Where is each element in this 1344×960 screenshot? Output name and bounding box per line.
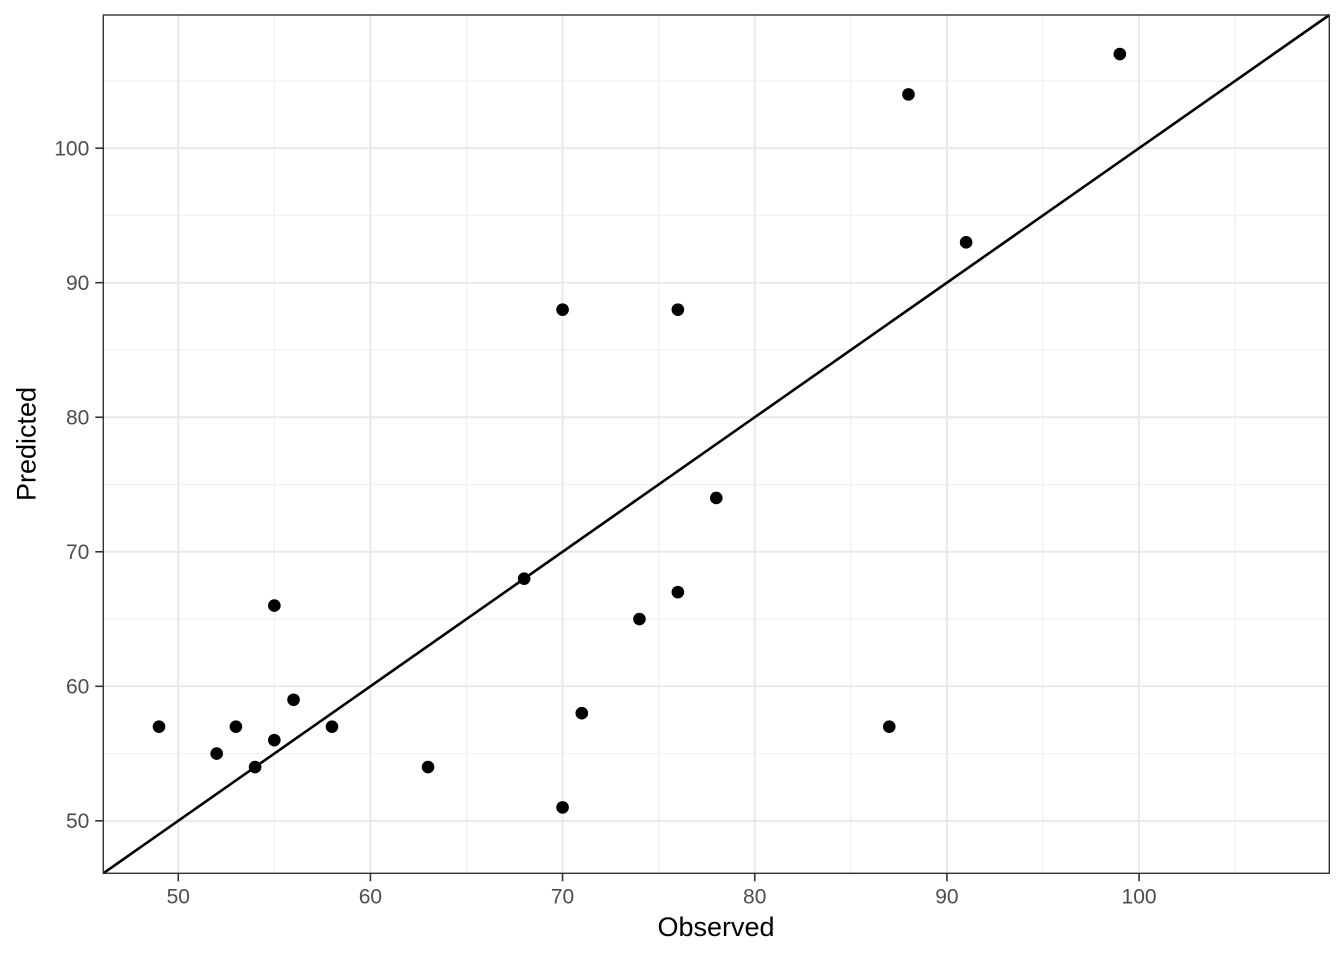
y-axis-title: Predicted (11, 386, 42, 502)
x-tick-label: 90 (935, 885, 958, 908)
data-point (287, 693, 300, 707)
data-point (556, 801, 569, 814)
data-point (517, 572, 531, 585)
data-point (710, 491, 723, 505)
data-points-layer (152, 47, 1127, 814)
data-point (959, 236, 973, 249)
x-tick-label: 100 (1122, 885, 1157, 908)
data-point (575, 706, 589, 720)
data-point (902, 88, 915, 101)
x-tick-label: 70 (551, 885, 574, 908)
data-point (152, 720, 166, 733)
x-tick-label: 60 (359, 885, 382, 908)
data-point (229, 720, 243, 733)
data-point (633, 612, 646, 626)
y-tick-label: 70 (66, 541, 89, 564)
data-point (210, 747, 223, 760)
panel-border (102, 14, 1331, 874)
axes-layer: 50 60 70 80 90 100 50 60 70 80 90 100 (54, 138, 1156, 909)
y-tick-label: 100 (54, 138, 89, 161)
data-point (671, 585, 685, 599)
y-tick-label: 80 (66, 407, 89, 430)
y-tick-label: 50 (66, 810, 89, 833)
data-point (556, 303, 569, 316)
data-point (268, 733, 281, 747)
data-point (325, 720, 339, 733)
data-point (421, 760, 435, 774)
data-point (1113, 47, 1127, 61)
x-tick-label: 50 (167, 885, 190, 908)
data-point (248, 760, 262, 774)
identity-line (102, 13, 1331, 875)
gridlines-major (103, 15, 1330, 874)
x-axis-title: Observed (657, 912, 775, 942)
identity-line-layer (102, 13, 1331, 875)
gridlines-minor (103, 15, 1330, 874)
data-point (268, 599, 281, 612)
x-tick-label: 80 (743, 885, 766, 908)
y-tick-label: 90 (66, 272, 89, 295)
data-point (882, 720, 896, 733)
panel-border-layer (102, 14, 1331, 874)
y-tick-label: 60 (66, 676, 89, 699)
data-point (671, 303, 685, 316)
